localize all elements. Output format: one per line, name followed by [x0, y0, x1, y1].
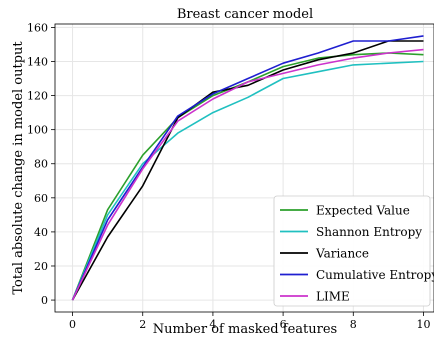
- y-axis-label: Total absolute change in model output: [11, 41, 26, 295]
- x-tick-label: 10: [416, 318, 430, 331]
- legend-label: Expected Value: [316, 204, 410, 218]
- series-line-variance: [71, 40, 424, 301]
- x-axis-label: Number of masked features: [153, 322, 337, 337]
- x-axis-ticks: 0 2 4 6 8 10: [69, 312, 430, 331]
- chart-title: Breast cancer model: [177, 7, 313, 22]
- series-line-shannon-entropy: [71, 60, 424, 301]
- legend-box: [273, 195, 431, 307]
- legend-label: Cumulative Entropy: [316, 268, 434, 282]
- y-tick-label: 140: [27, 55, 48, 68]
- y-tick-label: 20: [34, 260, 48, 273]
- series-line-lime: [71, 48, 424, 301]
- y-tick-label: 0: [41, 294, 48, 307]
- legend: Expected Value Shannon Entropy Variance Cum…: [273, 195, 434, 307]
- x-tick-label: 8: [350, 318, 357, 331]
- y-tick-label: 80: [34, 158, 48, 171]
- legend-label: Shannon Entropy: [316, 225, 422, 239]
- y-tick-label: 120: [27, 90, 48, 103]
- legend-label: LIME: [316, 290, 350, 304]
- y-axis-ticks: 0 20 40 60 80 100 120 140 160: [27, 21, 55, 307]
- x-tick-label: 4: [209, 318, 216, 331]
- y-tick-label: 160: [27, 21, 48, 34]
- series-lines: [71, 35, 424, 301]
- series-line-cumulative-entropy: [71, 35, 424, 301]
- x-tick-label: 2: [139, 318, 146, 331]
- plot-area-frame: [54, 23, 434, 313]
- legend-label: Variance: [315, 247, 369, 261]
- y-tick-label: 100: [27, 124, 48, 137]
- y-tick-label: 60: [34, 192, 48, 205]
- y-tick-label: 40: [34, 226, 48, 239]
- x-tick-label: 6: [280, 318, 287, 331]
- x-tick-label: 0: [69, 318, 76, 331]
